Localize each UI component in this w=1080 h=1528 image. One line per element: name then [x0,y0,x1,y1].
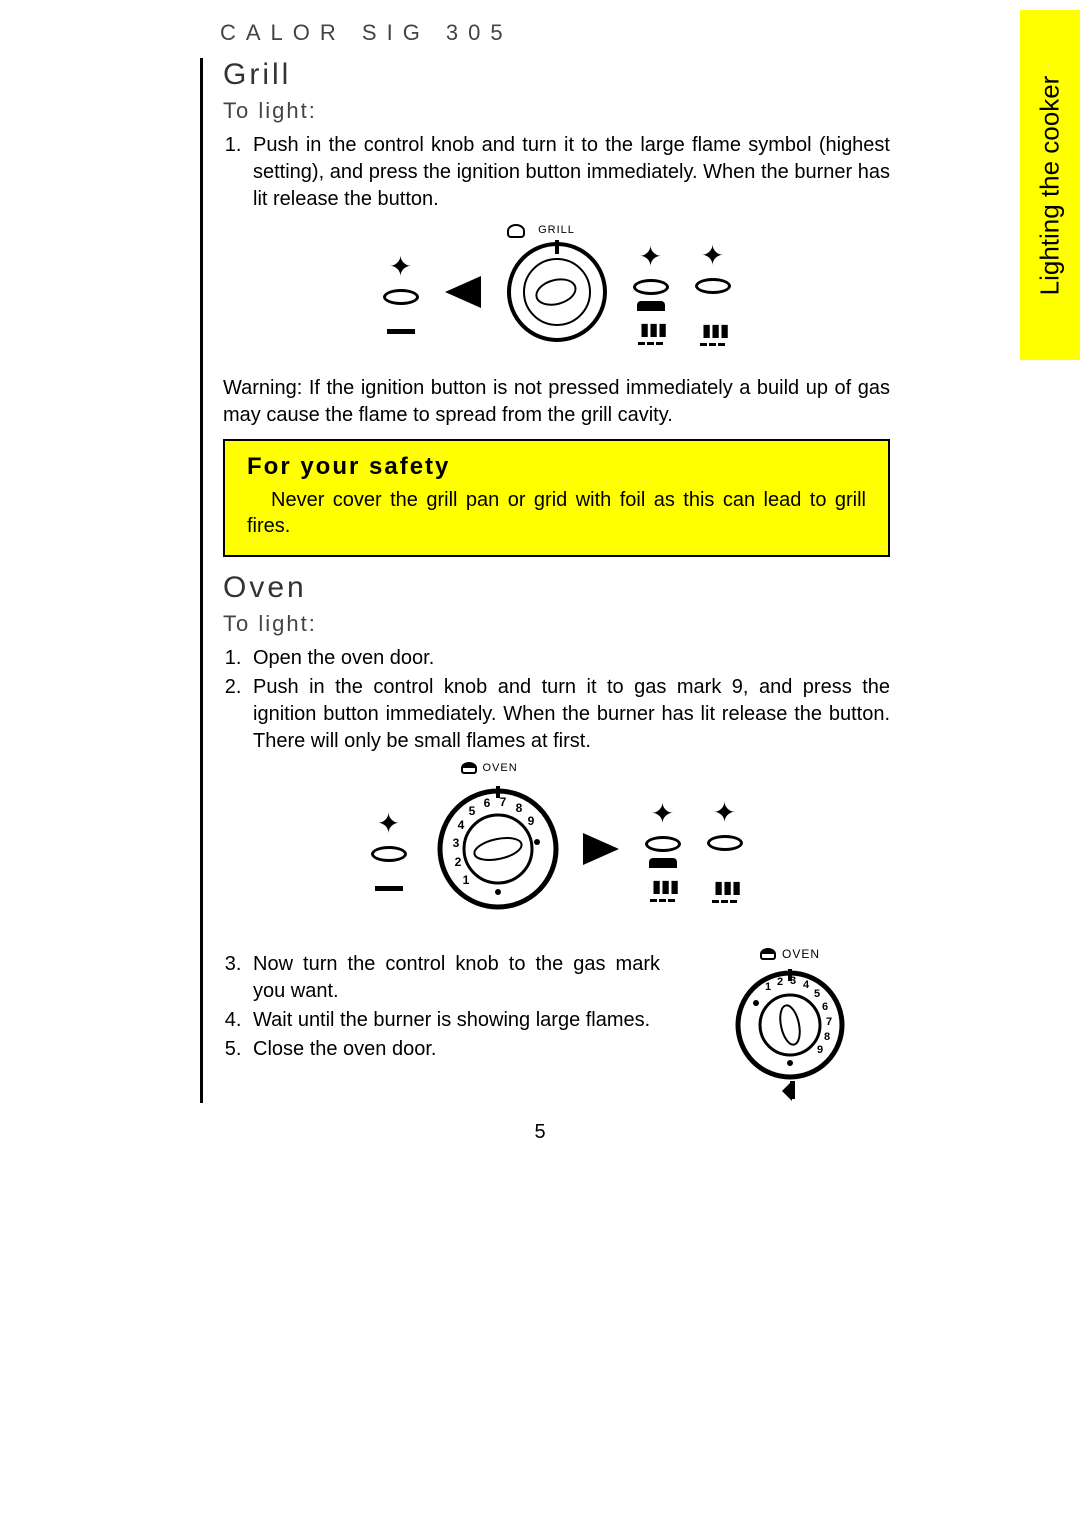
svg-text:7: 7 [826,1016,832,1028]
arrow-icon [583,833,619,865]
dial-label: OVEN [483,762,518,774]
list-item: Push in the control knob and turn it to … [247,132,890,213]
flame-bars-icon: ▮▮▮ [650,874,675,902]
dash-icon [375,886,403,891]
list-item: Now turn the control knob to the gas mar… [247,951,660,1005]
oven-heading: Oven [223,571,890,605]
flame-bars-icon: ▮▮▮ [638,317,663,345]
oven-steps-b: Now turn the control knob to the gas mar… [223,951,660,1065]
svg-text:2: 2 [454,855,461,869]
svg-text:3: 3 [452,836,459,850]
safety-body: Never cover the grill pan or grid with f… [247,487,866,539]
manual-page: Lighting the cooker CALOR SIG 305 Grill … [0,0,1080,1184]
safety-title: For your safety [247,453,866,481]
svg-text:2: 2 [777,976,783,988]
safety-callout: For your safety Never cover the grill pa… [223,439,890,557]
dial-label: GRILL [538,224,575,236]
grill-steps: Push in the control knob and turn it to … [223,132,890,213]
burner-icon: ✦ ▮▮▮ [695,239,731,346]
svg-text:5: 5 [814,988,820,1000]
svg-text:6: 6 [822,1001,828,1013]
svg-text:9: 9 [527,814,534,828]
oven-dial-small: OVEN 12 34 56 78 9 [690,947,890,1103]
burner-ring-icon [383,289,419,305]
list-item: Wait until the burner is showing large f… [247,1007,660,1034]
burner-ring-icon [645,836,681,852]
svg-text:4: 4 [803,979,810,991]
content-column: Grill To light: Push in the control knob… [200,58,890,1103]
grill-warning: Warning: If the ignition button is not p… [223,375,890,429]
grill-icon [637,301,665,311]
burner-icon: ✦ [371,807,407,891]
spark-icon: ✦ [377,807,400,840]
spark-icon: ✦ [713,796,736,829]
oven-steps-a: Open the oven door. Push in the control … [223,645,890,755]
grill-symbol: ✦ ▮▮▮ [645,797,681,902]
dial-label: OVEN [782,947,820,961]
svg-text:6: 6 [483,796,490,810]
dash-icon [387,329,415,334]
burner-ring-icon [707,835,743,851]
oven-control-diagram: ✦ OVEN 1 2 [223,769,890,929]
flame-bars-icon: ▮▮▮ [712,875,737,903]
svg-text:4: 4 [457,818,464,832]
oven-lower: Now turn the control knob to the gas mar… [223,947,890,1103]
svg-text:1: 1 [765,981,771,993]
list-item: Close the oven door. [247,1036,660,1063]
svg-text:3: 3 [790,975,796,987]
cap-icon [760,948,776,960]
list-item: Open the oven door. [247,645,890,672]
svg-text:7: 7 [499,795,506,809]
spark-icon: ✦ [639,240,662,273]
spark-icon: ✦ [651,797,674,830]
burner-ring-icon [695,278,731,294]
page-number: 5 [50,1121,1030,1144]
oven-dial: OVEN 1 2 3 4 5 6 7 8 [433,784,563,914]
grill-icon [649,858,677,868]
running-head: CALOR SIG 305 [220,20,1030,46]
arrow-icon [445,276,481,308]
grill-dial: GRILL [507,242,607,342]
svg-text:1: 1 [462,873,469,887]
section-tab: Lighting the cooker [1020,10,1080,360]
svg-text:9: 9 [817,1044,823,1056]
grill-heading: Grill [223,58,890,92]
grill-symbol: ✦ ▮▮▮ [633,240,669,345]
svg-text:8: 8 [515,801,522,815]
section-tab-label: Lighting the cooker [1035,75,1066,295]
grill-control-diagram: ✦ GRILL ✦ ▮▮▮ ✦ [223,227,890,357]
flame-bars-icon: ▮▮▮ [700,318,725,346]
numbered-dial-icon: 12 34 56 78 9 [730,963,850,1103]
burner-ring-icon [371,846,407,862]
list-item: Push in the control knob and turn it to … [247,674,890,755]
cap-icon [461,762,477,774]
burner-ring-icon [633,279,669,295]
numbered-dial-icon: 1 2 3 4 5 6 7 8 9 [433,784,563,914]
burner-icon: ✦ ▮▮▮ [707,796,743,903]
burner-icon: ✦ [383,250,419,334]
svg-text:5: 5 [468,804,475,818]
svg-text:8: 8 [824,1031,830,1043]
oven-subheading: To light: [223,611,890,637]
grill-subheading: To light: [223,98,890,124]
spark-icon: ✦ [389,250,412,283]
spark-icon: ✦ [701,239,724,272]
